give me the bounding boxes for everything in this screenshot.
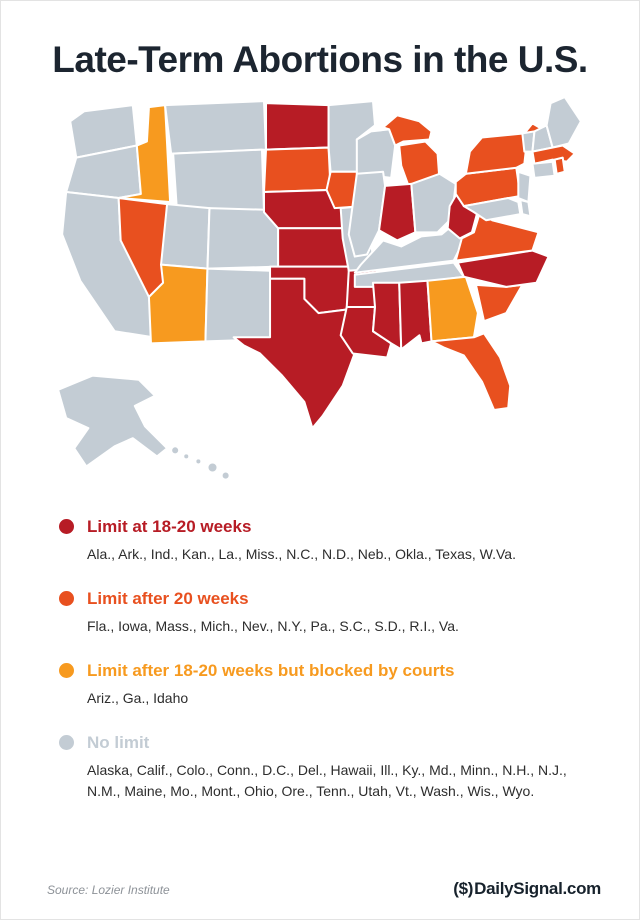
legend-label: Limit at 18-20 weeks <box>87 516 252 536</box>
legend-head: Limit after 18-20 weeks but blocked by c… <box>59 661 587 681</box>
legend-head: Limit after 20 weeks <box>59 589 587 609</box>
state-tx <box>232 277 358 430</box>
brand-name: DailySignal.com <box>474 879 601 898</box>
legend-label: Limit after 18-20 weeks but blocked by c… <box>87 660 455 680</box>
state-hi <box>181 452 190 461</box>
state-ri <box>553 156 566 175</box>
dollar-mark-icon: ($) <box>453 879 474 898</box>
state-sd <box>262 146 332 193</box>
source-credit: Source: Lozier Institute <box>47 883 170 897</box>
legend-states-list: Ala., Ark., Ind., Kan., La., Miss., N.C.… <box>87 545 516 562</box>
state-id <box>117 104 171 204</box>
state-wa <box>68 104 138 159</box>
page-title: Late-Term Abortions in the U.S. <box>52 39 588 80</box>
legend-states-list: Alaska, Calif., Colo., Conn., D.C., Del.… <box>87 761 567 799</box>
legend: Limit at 18-20 weeks Ala., Ark., Ind., K… <box>59 517 587 802</box>
legend-item-no-limit: No limit Alaska, Calif., Colo., Conn., D… <box>59 733 587 802</box>
legend-states-list: Ariz., Ga., Idaho <box>87 689 189 706</box>
footer: Source: Lozier Institute ($)DailySignal.… <box>47 879 601 899</box>
state-sc <box>474 283 523 323</box>
state-ct <box>530 160 556 179</box>
state-nm <box>203 267 271 343</box>
state-in <box>377 182 416 242</box>
legend-item-limit-18-20: Limit at 18-20 weeks Ala., Ark., Ind., K… <box>59 517 587 565</box>
legend-item-blocked-by-courts: Limit after 18-20 weeks but blocked by c… <box>59 661 587 709</box>
state-hi-group <box>169 445 231 481</box>
state-nd <box>264 102 330 151</box>
legend-bullet-dark-red-icon <box>59 519 74 535</box>
state-hi <box>220 470 231 481</box>
legend-bullet-orange-icon <box>59 663 74 679</box>
legend-label: Limit after 20 weeks <box>87 588 249 608</box>
us-choropleth-map <box>48 87 593 491</box>
state-ut <box>159 203 210 270</box>
state-fl <box>430 332 511 411</box>
state-de <box>518 199 531 218</box>
legend-bullet-gray-icon <box>59 735 74 751</box>
daily-signal-logo: ($)DailySignal.com <box>453 879 601 899</box>
state-wy <box>171 148 265 216</box>
state-ak <box>56 374 168 468</box>
state-mt <box>163 100 267 155</box>
state-wi <box>355 128 396 179</box>
state-me <box>545 96 582 149</box>
state-nj <box>516 170 531 204</box>
legend-states-list: Fla., Iowa, Mass., Mich., Nev., N.Y., Pa… <box>87 617 459 634</box>
state-md <box>462 197 521 222</box>
state-hi <box>169 445 180 456</box>
legend-head: Limit at 18-20 weeks <box>59 517 587 537</box>
us-map-svg <box>56 96 582 481</box>
state-ks <box>276 227 350 268</box>
state-hi <box>205 461 219 474</box>
legend-item-limit-after-20: Limit after 20 weeks Fla., Iowa, Mass., … <box>59 589 587 637</box>
state-hi <box>193 457 202 466</box>
state-ga <box>425 275 479 343</box>
state-al <box>397 279 433 351</box>
legend-head: No limit <box>59 733 587 753</box>
legend-label: No limit <box>87 732 150 752</box>
state-va <box>454 211 540 262</box>
state-il <box>347 170 386 258</box>
legend-bullet-orange-red-icon <box>59 591 74 607</box>
